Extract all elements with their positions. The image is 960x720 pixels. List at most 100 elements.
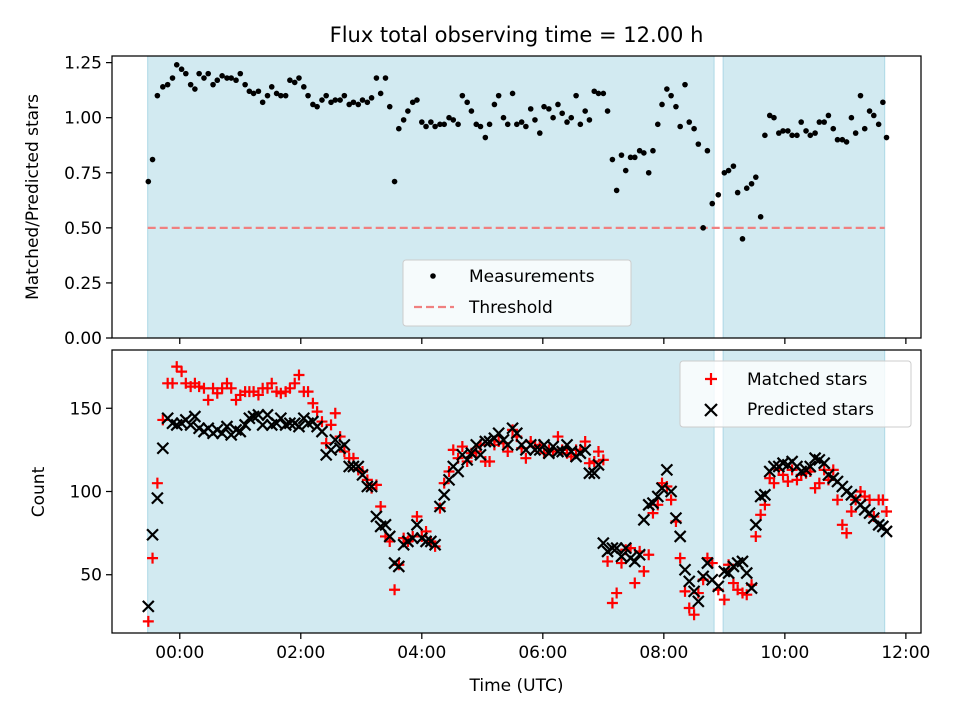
measurement-point <box>734 189 741 196</box>
matched-star-point <box>881 505 893 517</box>
predicted-star-point <box>740 566 754 580</box>
measurement-point <box>743 185 750 191</box>
measurement-point <box>500 114 507 121</box>
matched-star-point <box>688 609 700 621</box>
measurement-point <box>341 92 348 99</box>
measurement-point <box>555 101 561 108</box>
measurement-point <box>210 81 216 88</box>
measurement-point <box>600 90 607 97</box>
measurement-point <box>766 112 773 119</box>
measurement-point <box>459 92 466 99</box>
measurement-point <box>160 84 166 90</box>
measurement-point <box>794 132 800 139</box>
bottom-x-ticks: 00:00 02:00 04:00 06:00 08:00 10:00 12:00 <box>155 633 930 663</box>
matched-star-point <box>841 527 853 539</box>
measurement-point <box>310 101 316 108</box>
predicted-star-point <box>817 456 831 470</box>
predicted-star-point <box>184 418 197 432</box>
matched-star-point <box>520 452 532 464</box>
measurement-point <box>224 75 230 81</box>
measurement-point <box>495 92 502 99</box>
measurement-point <box>604 108 611 114</box>
matched-star-point <box>252 389 264 401</box>
measurement-point <box>641 150 647 156</box>
measurement-point <box>532 117 538 123</box>
measurement-point <box>305 92 311 99</box>
measurement-point <box>721 169 728 176</box>
measurement-point <box>527 106 534 112</box>
measurement-point <box>319 97 325 103</box>
measurement-point <box>423 123 429 130</box>
bottom-panel: 50 100 150 00:00 02:00 04:00 06:00 08:00 10:00 1… <box>29 349 930 696</box>
predicted-star-point <box>469 438 483 452</box>
measurement-point <box>839 136 846 143</box>
matched-star-point <box>502 446 514 458</box>
measurement-point <box>273 90 280 97</box>
measurement-point <box>301 84 307 90</box>
measurement-point <box>441 121 447 128</box>
measurement-point <box>582 108 588 114</box>
measurement-point <box>780 128 786 134</box>
predicted-star-point <box>655 481 669 495</box>
x-tick-label: 00:00 <box>155 643 204 663</box>
measurement-point <box>695 141 702 147</box>
measurement-point <box>559 110 565 117</box>
measurement-point <box>428 119 434 125</box>
predicted-star-point <box>379 518 392 532</box>
measurement-point <box>673 103 679 110</box>
measurement-point <box>691 125 697 132</box>
predicted-star-point <box>749 518 763 532</box>
predicted-star-point <box>587 466 601 480</box>
predicted-star-point <box>555 445 569 458</box>
predicted-star-point <box>292 420 306 433</box>
predicted-star-point <box>234 425 247 438</box>
predicted-star-point <box>188 410 202 423</box>
measurement-point <box>323 92 330 99</box>
top-panel: 0.00 0.25 0.50 0.75 1.00 1.25 Matched/Predict… <box>23 54 922 349</box>
predicted-star-point <box>660 463 674 477</box>
top-x-ticks <box>179 338 907 344</box>
measurement-point <box>609 156 616 163</box>
top-y-tick-label: 1.25 <box>64 54 102 74</box>
measurement-point <box>192 86 198 92</box>
matched-star-point <box>329 407 341 419</box>
predicted-star-point <box>383 530 397 543</box>
measurement-point <box>446 114 452 121</box>
predicted-star-point <box>256 418 269 432</box>
predicted-star-point <box>578 443 592 457</box>
predicted-star-point <box>365 480 378 493</box>
measurement-point <box>595 90 602 97</box>
measurement-point <box>857 92 864 99</box>
predicted-star-point <box>745 581 758 595</box>
measurement-point <box>843 139 850 145</box>
matched-star-point <box>638 565 650 577</box>
predicted-star-point <box>646 496 660 510</box>
predicted-star-point <box>156 441 170 455</box>
predicted-star-point <box>712 580 725 593</box>
top-y-tick-label: 0.00 <box>64 329 102 349</box>
measurement-point <box>586 117 593 123</box>
measurement-point <box>237 70 244 77</box>
predicted-star-point <box>528 443 542 457</box>
predicted-star-point <box>146 528 159 542</box>
predicted-star-point <box>701 556 714 570</box>
measurement-point <box>187 81 194 88</box>
predicted-star-point <box>696 570 710 583</box>
measurement-point <box>287 77 293 84</box>
measurement-point <box>432 123 438 130</box>
predicted-star-point <box>682 575 696 588</box>
measurement-point <box>677 123 683 130</box>
predicted-star-point <box>419 535 433 548</box>
predicted-star-point <box>220 420 234 433</box>
measurement-point <box>807 132 814 139</box>
matched-star-point <box>602 555 614 567</box>
measurement-point <box>364 99 371 106</box>
matched-star-point <box>592 446 604 458</box>
matched-star-point <box>147 552 159 564</box>
predicted-star-point <box>142 600 155 613</box>
measurement-point <box>654 121 661 128</box>
measurement-point <box>400 117 407 123</box>
predicted-star-point <box>151 491 164 505</box>
measurement-point <box>154 92 161 99</box>
top-y-ticks: 0.00 0.25 0.50 0.75 1.00 1.25 <box>64 54 112 349</box>
